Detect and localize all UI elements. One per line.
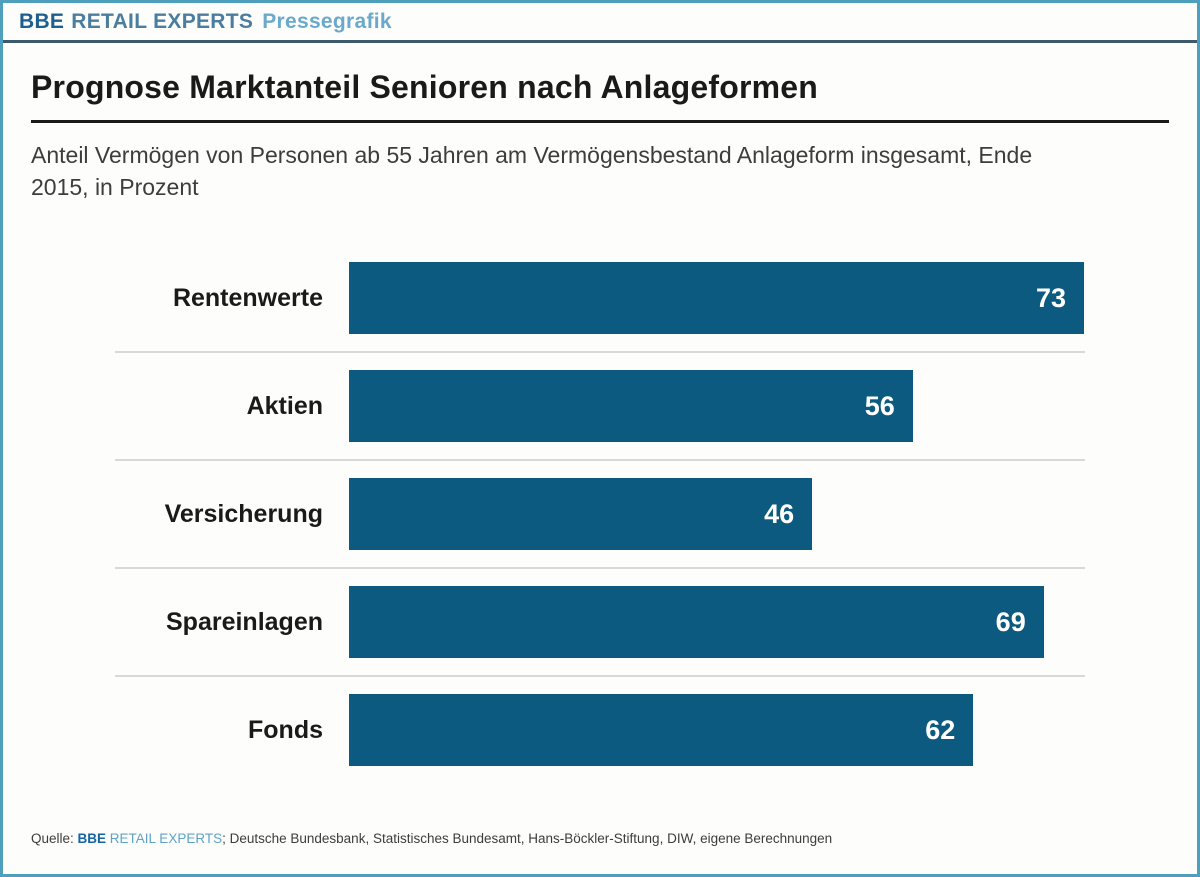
value-label: 62 — [925, 714, 956, 745]
value-label: 46 — [764, 498, 795, 529]
category-label: Rentenwerte — [172, 283, 323, 312]
bar-track: 62 — [349, 694, 1084, 767]
source-line: Quelle: BBE RETAIL EXPERTS; Deutsche Bun… — [31, 831, 1169, 846]
source-brand-bbe: BBE — [77, 831, 107, 847]
value-label: 69 — [995, 606, 1026, 637]
brand-bbe: BBE — [19, 9, 65, 33]
page-title: Prognose Marktanteil Senioren nach Anlag… — [31, 69, 1169, 123]
category-label: Aktien — [246, 391, 323, 420]
row-separator — [115, 459, 1085, 462]
row-separator — [115, 675, 1085, 678]
row-separator — [115, 351, 1085, 354]
chart-row-aktien: Aktien 56 — [31, 353, 1169, 459]
brand-retail-experts: RETAIL EXPERTS — [71, 9, 254, 33]
value-label: 73 — [1035, 282, 1066, 313]
chart-row-versicherung: Versicherung 46 — [31, 461, 1169, 567]
bar-track: 56 — [349, 370, 1084, 443]
bar-fonds: 62 — [349, 694, 974, 767]
brand-header: BBE RETAIL EXPERTS Pressegrafik — [3, 3, 1197, 43]
category-label: Versicherung — [164, 499, 323, 528]
bar-track: 73 — [349, 262, 1084, 335]
category-label: Spareinlagen — [166, 607, 323, 636]
pressegrafik-label: Pressegrafik — [262, 9, 392, 33]
chart-row-rentenwerte: Rentenwerte 73 — [31, 245, 1169, 351]
source-brand-retail-experts: RETAIL EXPERTS — [106, 831, 223, 847]
bar-aktien: 56 — [349, 370, 913, 443]
content-area: Prognose Marktanteil Senioren nach Anlag… — [3, 69, 1197, 846]
row-separator — [115, 567, 1085, 570]
value-label: 56 — [864, 390, 895, 421]
source-prefix: Quelle: — [31, 831, 78, 847]
bar-track: 69 — [349, 586, 1084, 659]
source-rest: ; Deutsche Bundesbank, Statistisches Bun… — [222, 831, 833, 847]
chart-row-fonds: Fonds 62 — [31, 677, 1169, 783]
bar-versicherung: 46 — [349, 478, 813, 551]
bar-rentenwerte: 73 — [349, 262, 1084, 335]
category-label: Fonds — [248, 715, 323, 744]
chart-row-spareinlagen: Spareinlagen 69 — [31, 569, 1169, 675]
chart-subtitle: Anteil Vermögen von Personen ab 55 Jahre… — [31, 142, 1033, 201]
bar-spareinlagen: 69 — [349, 586, 1044, 659]
bar-track: 46 — [349, 478, 1084, 551]
bar-chart: Rentenwerte 73 Aktien 56 Versicherun — [31, 245, 1169, 783]
